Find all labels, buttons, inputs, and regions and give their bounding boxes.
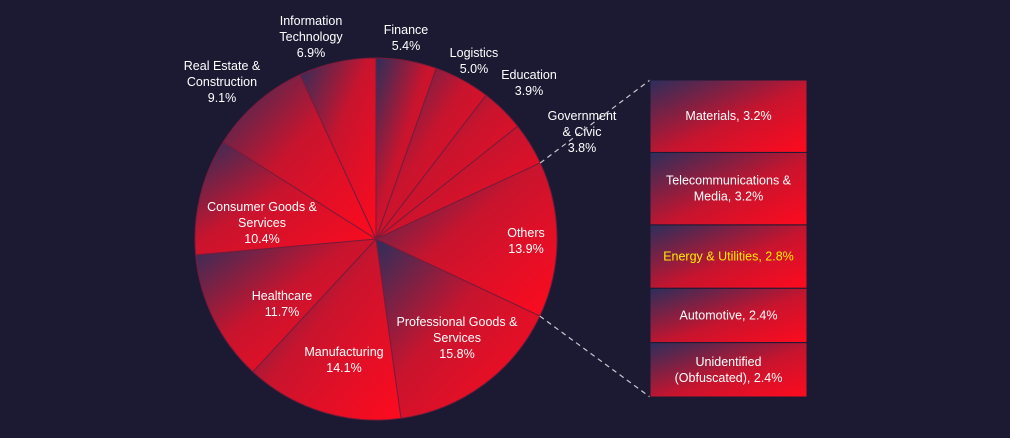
- pie-slices: [194, 57, 558, 421]
- bar-segment-materials: [649, 79, 808, 153]
- data-label-consumer-goods-services: Consumer Goods & Services 10.4%: [207, 200, 317, 246]
- data-labels: Finance 5.4% Logistics 5.0% Education 3.9% Gov…: [184, 14, 794, 385]
- bar-label-materials: Materials, 3.2%: [685, 109, 771, 123]
- pie-slice-professional-goods-services: [375, 238, 541, 419]
- bar-segment-telecommunications-media: [649, 151, 808, 226]
- bar-label-unidentified-obfuscated: Unidentified (Obfuscated), 2.4%: [675, 355, 783, 385]
- leader-line-bottom: [539, 315, 651, 398]
- pie-slice-consumer-goods-services: [194, 141, 378, 256]
- pie-slice-healthcare: [195, 238, 378, 373]
- pie-slice-real-estate-construction: [222, 74, 378, 241]
- pie-slice-others: [374, 162, 558, 317]
- leader-line-top: [539, 79, 651, 164]
- bar-segment-energy-utilities: [649, 224, 808, 289]
- leader-lines: [539, 79, 651, 398]
- bar-label-energy-utilities: Energy & Utilities, 2.8%: [663, 250, 794, 264]
- data-label-others: Others 13.9%: [507, 226, 545, 256]
- bar-label-automotive: Automotive, 2.4%: [680, 308, 778, 322]
- data-label-professional-goods-services: Professional Goods & Services 15.8%: [397, 315, 519, 361]
- pie-slice-information-technology: [299, 57, 377, 240]
- others-breakdown-bar: [649, 79, 808, 398]
- data-label-manufacturing: Manufacturing 14.1%: [304, 345, 383, 375]
- data-label-healthcare: Healthcare 11.7%: [252, 289, 312, 319]
- data-label-finance: Finance 5.4%: [384, 23, 429, 53]
- data-label-government-civic: Government & Civic 3.8%: [548, 109, 617, 155]
- pie-slice-manufacturing: [252, 237, 402, 421]
- data-label-real-estate-construction: Real Estate & Construction 9.1%: [184, 59, 261, 105]
- bar-label-telecommunications-media: Telecommunications & Media, 3.2%: [666, 174, 792, 204]
- data-label-education: Education 3.9%: [501, 68, 557, 98]
- bar-segment-unidentified-obfuscated: [649, 342, 808, 398]
- bar-segment-automotive: [649, 287, 808, 344]
- data-label-information-technology: Information Technology 6.9%: [279, 14, 343, 60]
- data-label-logistics: Logistics 5.0%: [450, 46, 499, 76]
